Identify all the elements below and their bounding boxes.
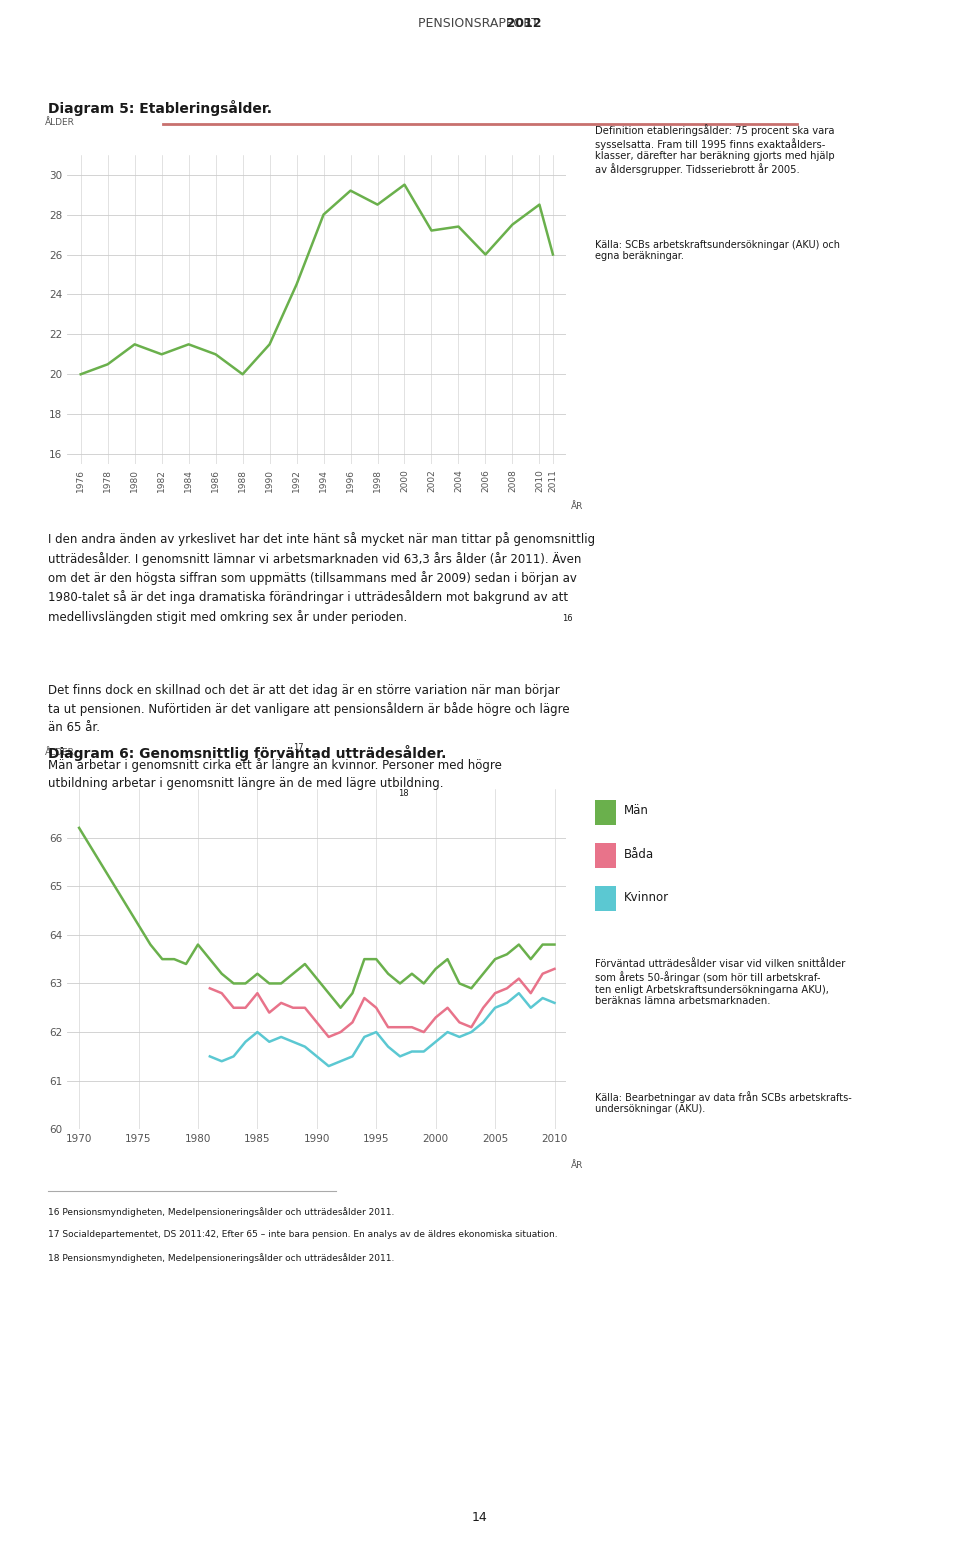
Text: 18 Pensionsmyndigheten, Medelpensioneringsålder och utträdesålder 2011.: 18 Pensionsmyndigheten, Medelpensionerin… [48, 1253, 395, 1262]
Text: Män arbetar i genomsnitt cirka ett år längre än kvinnor. Personer med högre
utbi: Män arbetar i genomsnitt cirka ett år lä… [48, 758, 502, 791]
Text: ÅR: ÅR [571, 1162, 584, 1170]
Text: 17: 17 [293, 743, 303, 752]
Text: Definition etableringsålder: 75 procent ska vara
sysselsatta. Fram till 1995 fin: Definition etableringsålder: 75 procent … [595, 124, 835, 175]
Text: ÅLDER: ÅLDER [45, 118, 75, 127]
Text: Män: Män [624, 804, 649, 817]
Text: Diagram 5: Etableringsålder.: Diagram 5: Etableringsålder. [48, 101, 272, 116]
Text: Det finns dock en skillnad och det är att det idag är en större variation när ma: Det finns dock en skillnad och det är at… [48, 684, 569, 735]
Text: ÅR: ÅR [571, 501, 584, 511]
Text: Kvinnor: Kvinnor [624, 891, 669, 903]
Text: Källa: Bearbetningar av data från SCBs arbetskrafts-
undersökningar (AKU).: Källa: Bearbetningar av data från SCBs a… [595, 1091, 852, 1114]
Text: PENSIONSRAPPORT: PENSIONSRAPPORT [418, 17, 542, 31]
Text: 2012: 2012 [419, 17, 541, 31]
Text: 16 Pensionsmyndigheten, Medelpensioneringsålder och utträdesålder 2011.: 16 Pensionsmyndigheten, Medelpensionerin… [48, 1207, 395, 1216]
Text: 14: 14 [472, 1511, 488, 1524]
Text: ÅLDER: ÅLDER [45, 749, 75, 756]
Text: 17 Socialdepartementet, DS 2011:42, Efter 65 – inte bara pension. En analys av d: 17 Socialdepartementet, DS 2011:42, Efte… [48, 1230, 558, 1239]
Text: Diagram 6: Genomsnittlig förväntad utträdesålder.: Diagram 6: Genomsnittlig förväntad utträ… [48, 746, 446, 761]
Text: Båda: Båda [624, 848, 654, 860]
Text: I den andra änden av yrkeslivet har det inte hänt så mycket när man tittar på ge: I den andra änden av yrkeslivet har det … [48, 532, 595, 623]
Text: 18: 18 [398, 789, 409, 798]
Text: Källa: SCBs arbetskraftsundersökningar (AKU) och
egna beräkningar.: Källa: SCBs arbetskraftsundersökningar (… [595, 240, 840, 261]
Text: Förväntad utträdesålder visar vid vilken snittålder
som årets 50-åringar (som hö: Förväntad utträdesålder visar vid vilken… [595, 959, 846, 1006]
Text: 16: 16 [562, 614, 572, 623]
